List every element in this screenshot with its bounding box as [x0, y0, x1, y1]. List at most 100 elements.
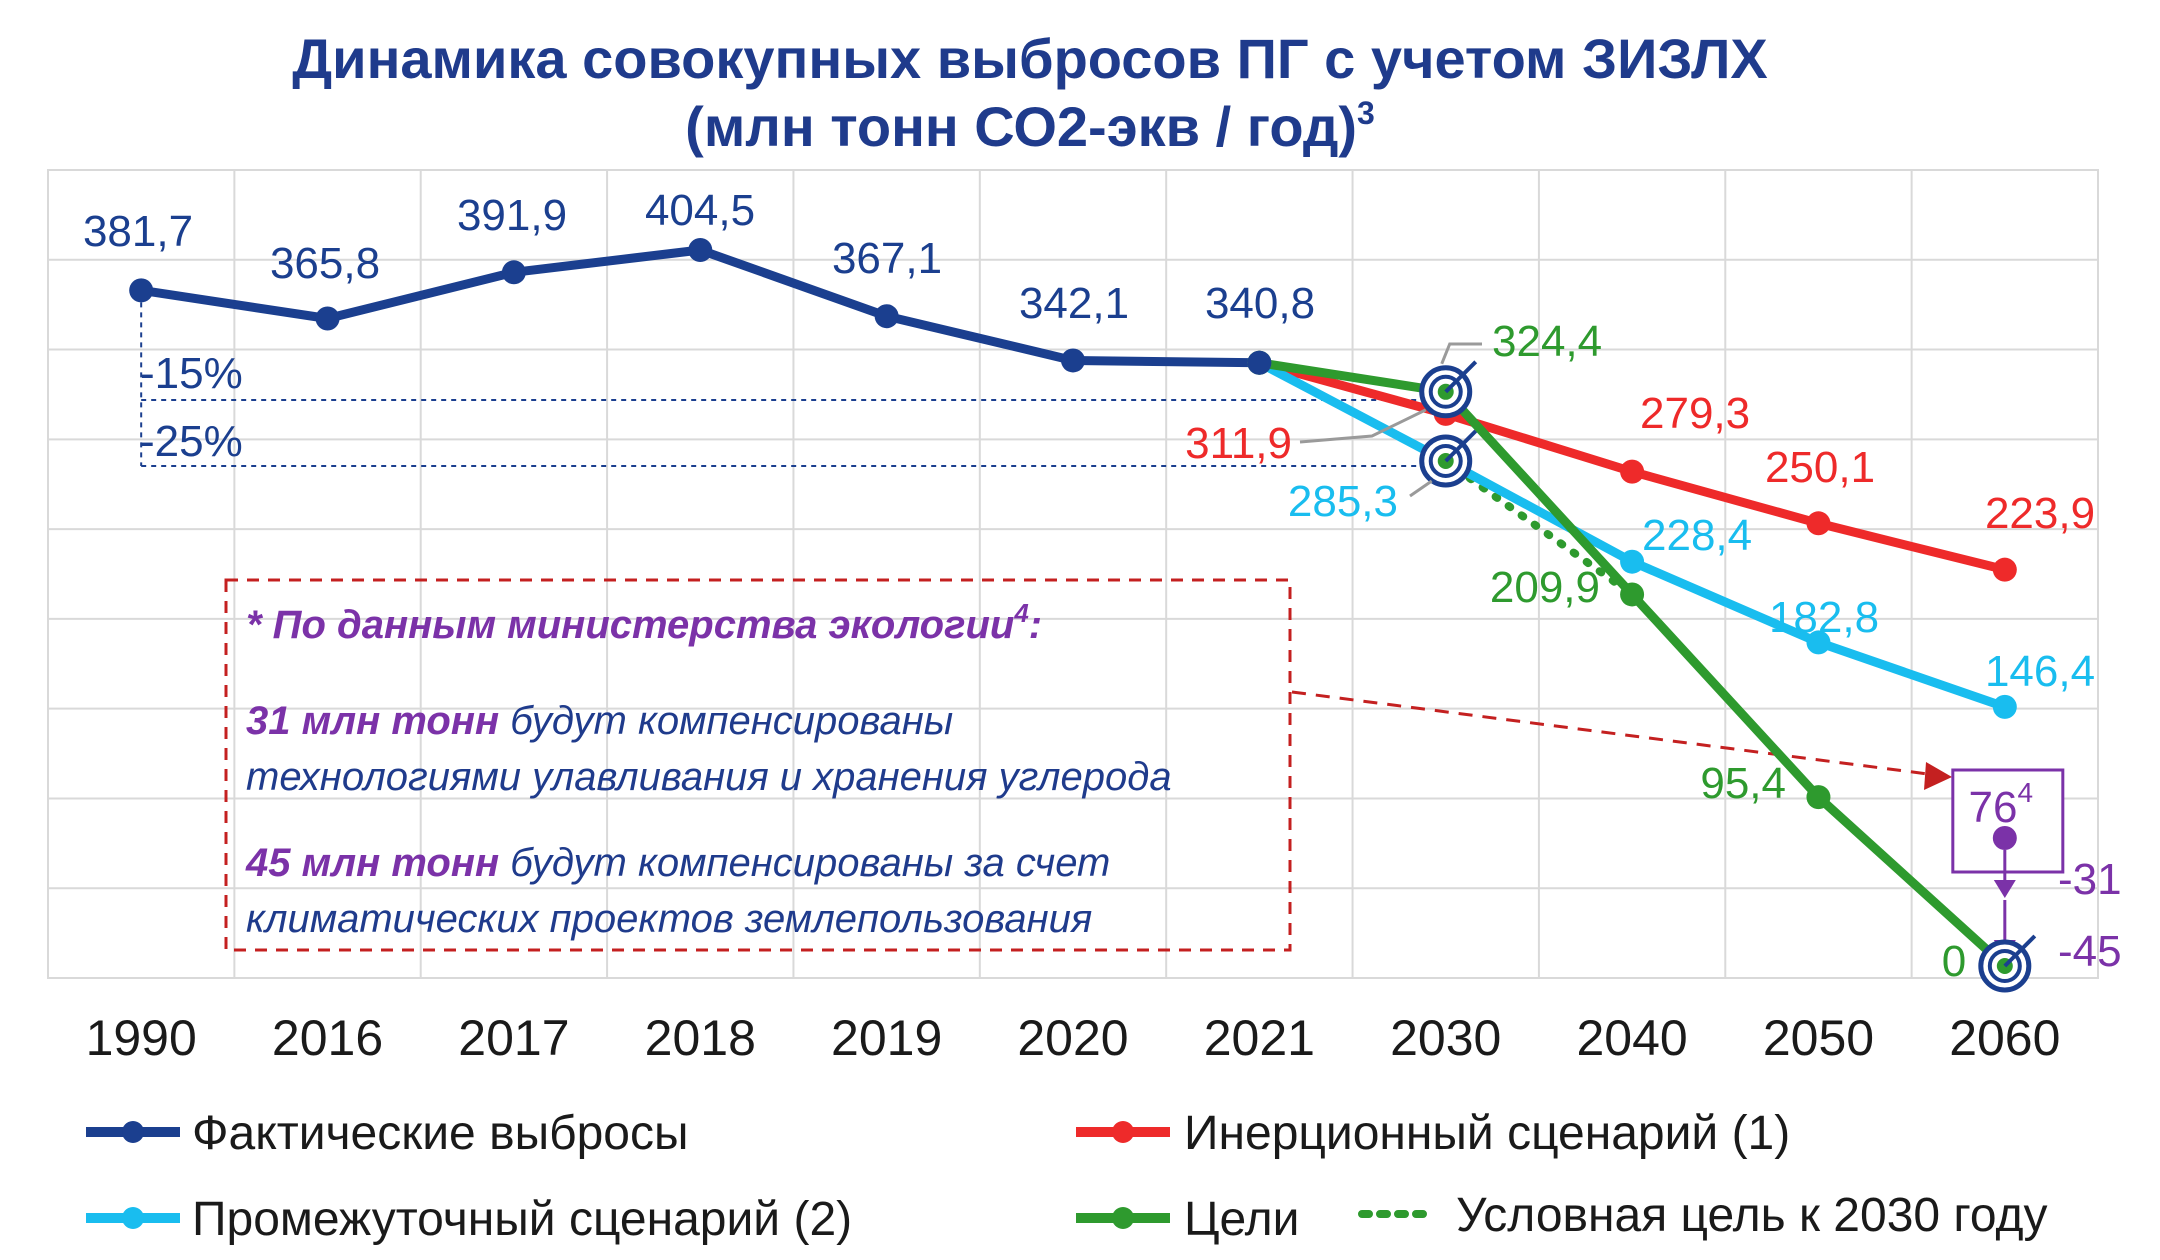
- data-point-inertial-2040: [1620, 459, 1645, 484]
- chart-subtitle-text: (млн тонн СО2-экв / год): [685, 95, 1357, 158]
- ministry-note-box: * По данным министерства экологии4: 31 м…: [224, 578, 1292, 952]
- data-label-actual-2021: 340,8: [1205, 279, 1315, 328]
- target-icon-2030-intermediate: [1419, 429, 1478, 488]
- legend-item-conditional-goal: Условная цель к 2030 году: [1358, 1189, 2048, 1242]
- target-icon-2060-goal-dart: [2003, 934, 2037, 968]
- value-box-2060-superscript: 4: [2018, 777, 2034, 808]
- data-label-actual-2018: 404,5: [645, 186, 755, 235]
- data-label-intermediate-2040: 228,4: [1642, 511, 1752, 560]
- label-minus-45: -45: [2058, 927, 2122, 976]
- leader-line-285: [1409, 479, 1433, 498]
- note-45-mt: 45 млн тонн: [245, 841, 499, 885]
- purple-arrow-31: [1993, 880, 2016, 898]
- x-tick-label-2030: 2030: [1390, 1010, 1501, 1066]
- note-arrow-line: [1291, 690, 1929, 776]
- data-point-intermediate-2050: [1806, 630, 1831, 655]
- target-icon-2030-goal: [1419, 360, 1478, 419]
- note-line-3-rest: будут компенсированы за счет: [499, 841, 1110, 885]
- x-tick-label-2017: 2017: [458, 1010, 569, 1066]
- note-line-4: климатических проектов землепользования: [246, 897, 1092, 941]
- data-label-inertial-2050: 250,1: [1765, 443, 1875, 492]
- data-point-actual-2016: [315, 306, 340, 331]
- note-line-1: 31 млн тонн будут компенсированы: [246, 699, 953, 743]
- x-tick-label-2050: 2050: [1763, 1010, 1874, 1066]
- note-line-3: 45 млн тонн будут компенсированы за счет: [245, 841, 1110, 885]
- data-point-inertial-2060: [1992, 557, 2017, 582]
- data-point-actual-2018: [688, 238, 713, 262]
- purple-point-76: [1992, 826, 2017, 850]
- x-tick-label-2040: 2040: [1576, 1010, 1687, 1066]
- data-point-goals-2040: [1620, 582, 1645, 607]
- legend: Фактические выбросы Инерционный сценарий…: [86, 1107, 2048, 1246]
- legend-label-actual: Фактические выбросы: [192, 1107, 688, 1160]
- note-31-mt: 31 млн тонн: [246, 699, 499, 743]
- x-tick-label-2016: 2016: [272, 1010, 383, 1066]
- data-point-actual-2021: [1247, 350, 1272, 375]
- x-tick-label-2018: 2018: [645, 1010, 756, 1066]
- data-point-inertial-2050: [1806, 511, 1831, 536]
- note-header-superscript: 4: [1013, 598, 1029, 628]
- data-label-goals-2060: 0: [1942, 937, 1966, 986]
- target-icon-2030-intermediate-dart: [1444, 429, 1478, 463]
- data-label-intermediate-2050: 182,8: [1769, 593, 1879, 642]
- legend-marker-intermediate: [122, 1207, 144, 1229]
- data-point-intermediate-2060: [1992, 694, 2017, 719]
- data-point-actual-1990: [129, 278, 154, 303]
- legend-item-intermediate: Промежуточный сценарий (2): [86, 1193, 852, 1246]
- x-tick-label-2019: 2019: [831, 1010, 942, 1066]
- data-label-inertial-2030: 311,9: [1185, 419, 1292, 468]
- legend-item-actual: Фактические выбросы: [86, 1107, 688, 1160]
- leader-line-311: [1299, 408, 1427, 444]
- data-label-inertial-2060: 223,9: [1985, 489, 2095, 538]
- data-label-actual-2019: 367,1: [832, 234, 942, 283]
- data-label-actual-1990: 381,7: [83, 207, 193, 256]
- data-label-actual-2016: 365,8: [270, 239, 380, 288]
- legend-item-inertial: Инерционный сценарий (1): [1076, 1107, 1790, 1160]
- target-icon-2030-goal-dart: [1444, 360, 1478, 394]
- pct-25-label: -25%: [140, 417, 243, 466]
- x-tick-label-2021: 2021: [1204, 1010, 1315, 1066]
- data-label-intermediate-2060: 146,4: [1985, 647, 2095, 696]
- legend-label-inertial: Инерционный сценарий (1): [1184, 1107, 1790, 1160]
- data-label-inertial-2040: 279,3: [1640, 389, 1750, 438]
- chart-title: Динамика совокупных выбросов ПГ с учетом…: [292, 27, 1767, 90]
- legend-label-intermediate: Промежуточный сценарий (2): [192, 1193, 852, 1246]
- data-point-goals-2050: [1806, 785, 1831, 810]
- data-point-actual-2020: [1061, 348, 1085, 373]
- data-label-actual-2017: 391,9: [457, 191, 567, 240]
- legend-label-goals: Цели: [1184, 1193, 1299, 1246]
- data-label-actual-2020: 342,1: [1019, 279, 1129, 328]
- data-point-intermediate-2040: [1620, 549, 1645, 574]
- x-tick-label-2020: 2020: [1017, 1010, 1128, 1066]
- leader-line-324: [1440, 342, 1482, 365]
- data-label-goals-2040: 209,9: [1490, 563, 1600, 612]
- legend-label-conditional-goal: Условная цель к 2030 году: [1456, 1189, 2048, 1242]
- label-minus-31: -31: [2058, 855, 2122, 904]
- data-label-intermediate-2030: 285,3: [1288, 477, 1398, 526]
- note-header-colon: :: [1029, 603, 1042, 647]
- data-point-actual-2019: [874, 304, 899, 329]
- target-icon-2060-goal: [1978, 934, 2037, 993]
- note-line-2: технологиями улавливания и хранения угле…: [246, 755, 1172, 799]
- pct-15-label: -15%: [140, 349, 243, 398]
- value-box-2060-value: 76: [1969, 783, 2018, 832]
- data-label-goals-2050: 95,4: [1700, 759, 1786, 808]
- note-header-text: * По данным министерства экологии: [246, 603, 1014, 647]
- note-header: * По данным министерства экологии4:: [246, 598, 1042, 647]
- chart-subtitle: (млн тонн СО2-экв / год)3: [685, 95, 1375, 158]
- data-label-goals-2030: 324,4: [1492, 317, 1602, 366]
- legend-marker-actual: [122, 1121, 144, 1143]
- legend-marker-inertial: [1112, 1121, 1134, 1143]
- reference-lines: -15% -25%: [140, 302, 1448, 467]
- value-box-2060-label: 764: [1969, 777, 2034, 832]
- value-box-2060: [1951, 768, 2065, 874]
- legend-marker-goals: [1112, 1207, 1134, 1229]
- chart-subtitle-superscript: 3: [1357, 95, 1375, 131]
- legend-item-goals: Цели: [1076, 1193, 1299, 1246]
- note-arrow-head: [1924, 762, 1952, 790]
- note-line-1-rest: будут компенсированы: [499, 699, 953, 743]
- x-tick-label-1990: 1990: [86, 1010, 197, 1066]
- note-border: [224, 578, 1292, 952]
